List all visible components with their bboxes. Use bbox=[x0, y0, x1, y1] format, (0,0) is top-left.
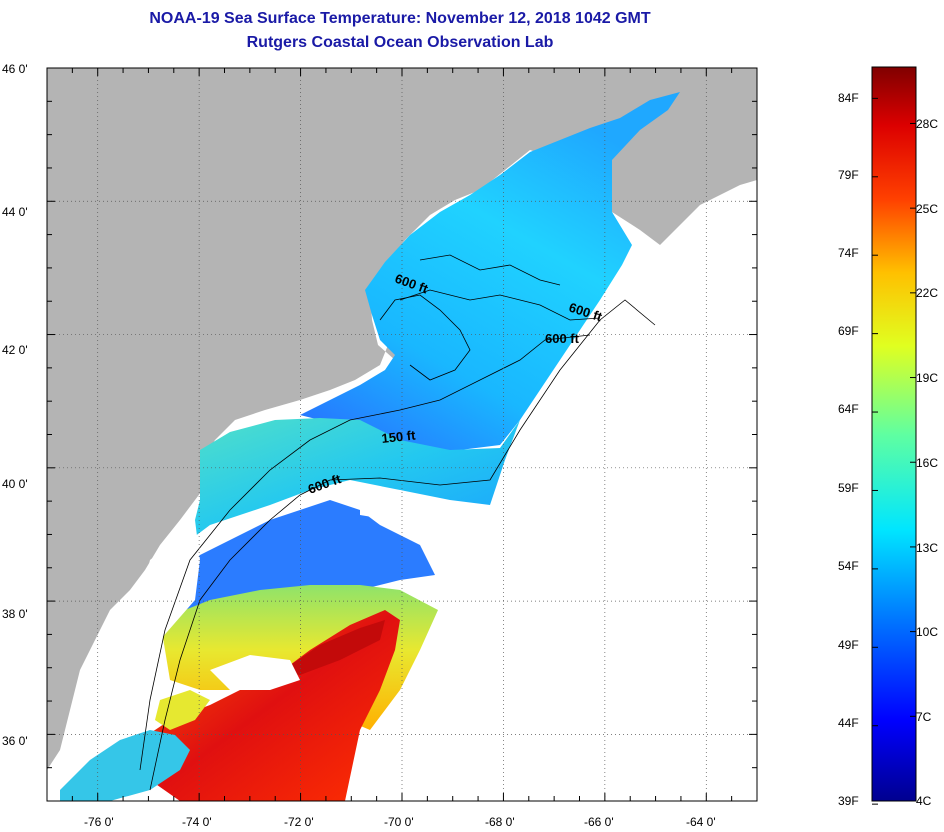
map-ticks bbox=[46, 67, 758, 802]
land-mass bbox=[47, 68, 757, 770]
lat-label: 46 0' bbox=[2, 62, 28, 76]
map-subtitle: Rutgers Coastal Ocean Observation Lab bbox=[246, 34, 554, 51]
lat-label: 38 0' bbox=[2, 607, 28, 621]
lat-label: 40 0' bbox=[2, 477, 28, 491]
cloud-gap-3 bbox=[210, 655, 300, 690]
lat-label: 42 0' bbox=[2, 343, 28, 357]
cloud-gap-1 bbox=[120, 520, 200, 720]
lon-label: -64 0' bbox=[686, 815, 716, 829]
lon-label: -66 0' bbox=[584, 815, 614, 829]
bathymetry-contours bbox=[139, 254, 656, 791]
lat-label: 36 0' bbox=[2, 734, 28, 748]
sst-swath-north bbox=[300, 92, 680, 455]
sst-south-coast bbox=[60, 730, 190, 801]
lon-label: -74 0' bbox=[182, 815, 212, 829]
contour-label: 600 ft bbox=[545, 331, 580, 346]
lon-label: -72 0' bbox=[284, 815, 314, 829]
cloud-gap-2 bbox=[360, 490, 470, 530]
sst-hot-core bbox=[280, 620, 385, 675]
sst-south-patch bbox=[155, 690, 210, 730]
contour-label: 150 ft bbox=[381, 427, 417, 446]
map-title: NOAA-19 Sea Surface Temperature: Novembe… bbox=[149, 10, 651, 27]
lat-label: 44 0' bbox=[2, 205, 28, 219]
lon-label: -70 0' bbox=[384, 815, 414, 829]
lon-label: -68 0' bbox=[485, 815, 515, 829]
nova-scotia bbox=[610, 90, 757, 245]
lon-label: -76 0' bbox=[84, 815, 114, 829]
